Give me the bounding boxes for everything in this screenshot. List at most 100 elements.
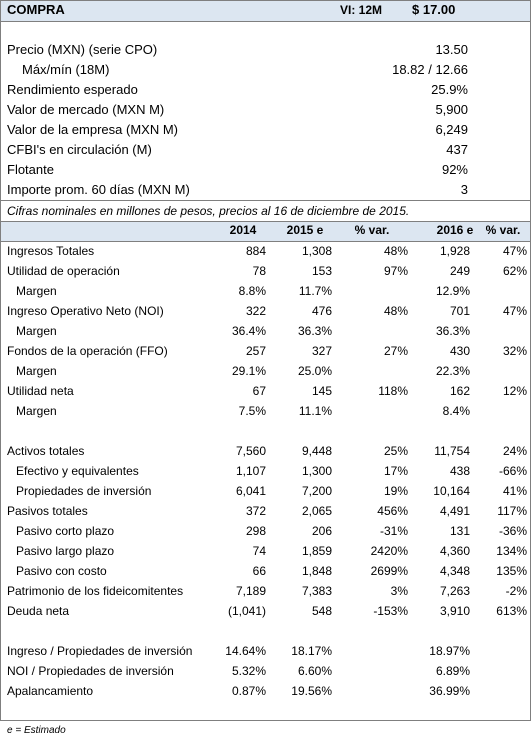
column-header: 2015 e bbox=[286, 223, 324, 237]
cell: 134% bbox=[496, 544, 527, 558]
cell: 19% bbox=[383, 484, 408, 498]
row-label: Margen bbox=[16, 284, 57, 298]
cell: 6.60% bbox=[297, 664, 332, 678]
row-label: Fondos de la operación (FFO) bbox=[7, 344, 168, 358]
row-label: Pasivo con costo bbox=[16, 564, 107, 578]
row-label: Ingreso / Propiedades de inversión bbox=[7, 644, 193, 658]
cell: 48% bbox=[383, 244, 408, 258]
cell: 1,928 bbox=[439, 244, 470, 258]
cell: 62% bbox=[502, 264, 527, 278]
header-bar bbox=[0, 0, 530, 22]
cell: 19.56% bbox=[291, 684, 332, 698]
cell: 12.9% bbox=[435, 284, 470, 298]
cell: 66 bbox=[252, 564, 266, 578]
cell: 7.5% bbox=[238, 404, 266, 418]
cell: 162 bbox=[449, 384, 470, 398]
header-price: $ 17.00 bbox=[412, 2, 456, 17]
cell: 322 bbox=[245, 304, 266, 318]
note: Cifras nominales en millones de pesos, p… bbox=[7, 204, 410, 218]
cell: 47% bbox=[502, 304, 527, 318]
cell: 1,107 bbox=[235, 464, 266, 478]
row-label: Patrimonio de los fideicomitentes bbox=[7, 584, 184, 598]
header-title: COMPRA bbox=[7, 2, 65, 17]
summary-label: Precio (MXN) (serie CPO) bbox=[7, 42, 158, 57]
summary-value: 3 bbox=[460, 182, 468, 197]
cell: 153 bbox=[311, 264, 332, 278]
summary-label: Flotante bbox=[7, 162, 54, 177]
cell: 36.3% bbox=[297, 324, 332, 338]
row-label: Pasivo largo plazo bbox=[16, 544, 115, 558]
cell: 548 bbox=[311, 604, 332, 618]
cell: 145 bbox=[311, 384, 332, 398]
cell: 10,164 bbox=[433, 484, 470, 498]
cell: 14.64% bbox=[225, 644, 266, 658]
summary-label: Máx/mín (18M) bbox=[22, 62, 110, 77]
row-label: NOI / Propiedades de inversión bbox=[7, 664, 174, 678]
cell: -2% bbox=[505, 584, 527, 598]
cell: 131 bbox=[449, 524, 470, 538]
footnote: e = Estimado bbox=[7, 725, 66, 736]
summary-bottom-line bbox=[0, 200, 531, 201]
summary-value: 25.9% bbox=[431, 82, 468, 97]
cell: 430 bbox=[449, 344, 470, 358]
cell: 1,300 bbox=[301, 464, 332, 478]
row-label: Margen bbox=[16, 404, 57, 418]
cell: 701 bbox=[449, 304, 470, 318]
cell: 6,041 bbox=[235, 484, 266, 498]
header-horizon: VI: 12M bbox=[340, 3, 383, 17]
cell: 117% bbox=[497, 504, 527, 518]
cell: 8.4% bbox=[442, 404, 470, 418]
cell: -66% bbox=[498, 464, 527, 478]
cell: 74 bbox=[252, 544, 266, 558]
row-label: Apalancamiento bbox=[7, 684, 94, 698]
row-label: Pasivos totales bbox=[7, 504, 88, 518]
summary-value: 13.50 bbox=[435, 42, 468, 57]
cell: 884 bbox=[245, 244, 266, 258]
cell: 22.3% bbox=[435, 364, 470, 378]
cell: 1,859 bbox=[301, 544, 332, 558]
cell: 1,308 bbox=[301, 244, 332, 258]
cell: 7,200 bbox=[301, 484, 332, 498]
cell: 32% bbox=[502, 344, 527, 358]
summary-value: 437 bbox=[446, 142, 468, 157]
cell: 456% bbox=[377, 504, 408, 518]
cell: -153% bbox=[373, 604, 408, 618]
summary-value: 5,900 bbox=[435, 102, 468, 117]
cell: 4,348 bbox=[439, 564, 470, 578]
cell: 12% bbox=[502, 384, 527, 398]
cell: 438 bbox=[449, 464, 470, 478]
row-label: Margen bbox=[16, 324, 57, 338]
cell: 206 bbox=[311, 524, 332, 538]
cell: 36.99% bbox=[429, 684, 470, 698]
cell: 327 bbox=[311, 344, 332, 358]
cell: 11,754 bbox=[434, 444, 470, 458]
cell: 18.97% bbox=[429, 644, 470, 658]
cell: 298 bbox=[245, 524, 266, 538]
cell: -36% bbox=[498, 524, 527, 538]
table-bottom-line bbox=[0, 720, 531, 721]
row-label: Deuda neta bbox=[7, 604, 70, 618]
summary-label: Valor de mercado (MXN M) bbox=[7, 102, 165, 117]
cell: 3% bbox=[390, 584, 408, 598]
cell: 7,263 bbox=[439, 584, 470, 598]
cell: 0.87% bbox=[231, 684, 266, 698]
column-header: % var. bbox=[354, 223, 390, 237]
cell: 2699% bbox=[370, 564, 408, 578]
cell: 118% bbox=[378, 384, 408, 398]
cell: 67 bbox=[252, 384, 266, 398]
row-label: Propiedades de inversión bbox=[16, 484, 152, 498]
cell: 2,065 bbox=[301, 504, 332, 518]
cell: 41% bbox=[502, 484, 527, 498]
cell: 2420% bbox=[370, 544, 408, 558]
cell: 7,383 bbox=[301, 584, 332, 598]
cell: 97% bbox=[383, 264, 408, 278]
cell: 476 bbox=[311, 304, 332, 318]
cell: 11.7% bbox=[298, 284, 332, 298]
left-border bbox=[0, 0, 1, 720]
cell: 5.32% bbox=[231, 664, 266, 678]
summary-value: 18.82 / 12.66 bbox=[392, 62, 468, 77]
row-label: Activos totales bbox=[7, 444, 85, 458]
cell: 36.3% bbox=[435, 324, 470, 338]
summary-label: CFBI's en circulación (M) bbox=[7, 142, 152, 157]
